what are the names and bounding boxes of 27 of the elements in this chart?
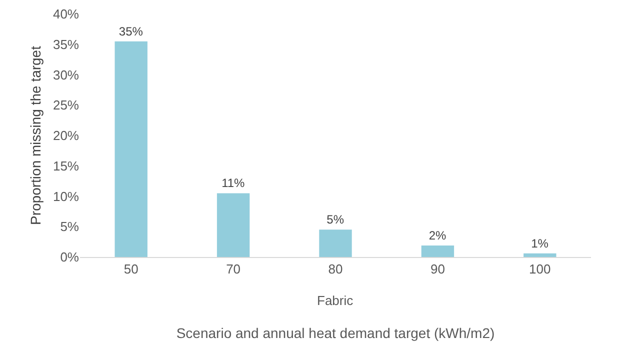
data-label: 2% bbox=[428, 228, 447, 242]
x-tick-label: 100 bbox=[529, 262, 551, 277]
y-tick-label: 0% bbox=[60, 250, 80, 265]
y-tick-label: 25% bbox=[52, 98, 80, 113]
y-tick-label: 20% bbox=[52, 128, 80, 144]
y-tick-label: 30% bbox=[52, 67, 80, 82]
x-tick-label: 50 bbox=[124, 262, 138, 277]
data-label: 35% bbox=[118, 24, 144, 38]
y-tick-label: 15% bbox=[52, 158, 80, 174]
bar bbox=[524, 253, 556, 257]
data-label: 1% bbox=[531, 236, 549, 250]
y-axis-title: Proportion missing the target bbox=[28, 46, 44, 225]
bar bbox=[114, 41, 148, 257]
bar bbox=[216, 193, 250, 257]
y-tick-label: 35% bbox=[52, 36, 80, 52]
bar bbox=[319, 230, 352, 257]
x-tick-label: 80 bbox=[328, 262, 343, 277]
bar bbox=[421, 245, 454, 257]
x-tick-label: 90 bbox=[430, 262, 445, 277]
x-tick-label: 70 bbox=[226, 262, 241, 277]
text: Fabric bbox=[317, 293, 354, 308]
x-axis-title: Scenario and annual heat demand target (kWh/m2) bbox=[176, 324, 495, 341]
data-label: 5% bbox=[326, 212, 344, 227]
data-label: 11% bbox=[222, 176, 246, 190]
y-tick-label: 40% bbox=[52, 6, 80, 22]
y-tick-label: 10% bbox=[52, 188, 80, 204]
y-tick-label: 5% bbox=[60, 219, 80, 234]
